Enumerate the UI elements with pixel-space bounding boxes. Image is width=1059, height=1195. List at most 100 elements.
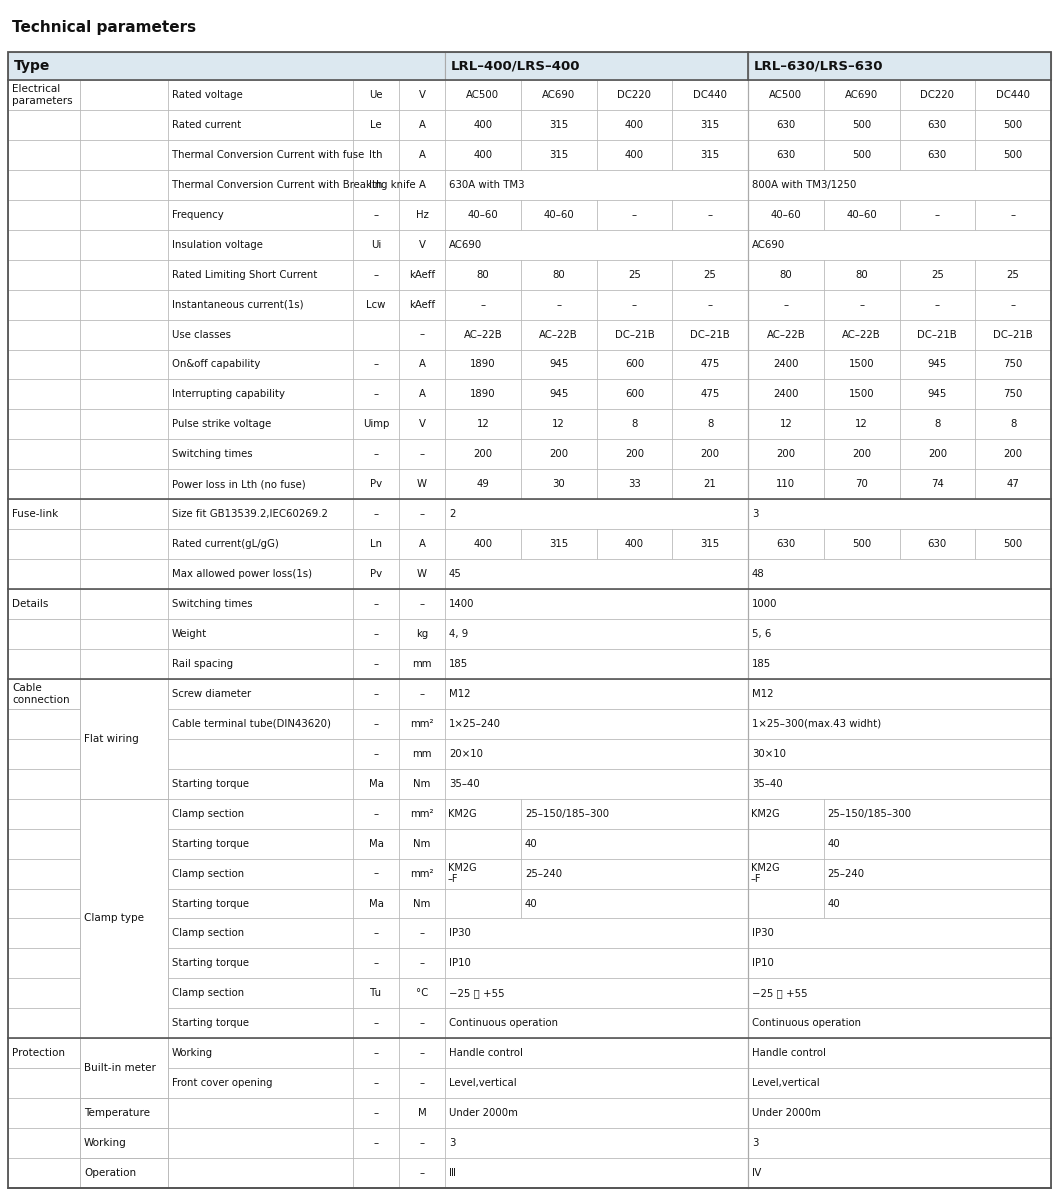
Text: M12: M12	[752, 688, 773, 699]
Bar	[748, 768, 1051, 798]
Text: 400: 400	[625, 120, 644, 130]
Bar	[399, 380, 445, 410]
Bar	[353, 1009, 399, 1038]
Bar	[8, 289, 80, 319]
Bar	[399, 1068, 445, 1098]
Text: –: –	[374, 270, 378, 280]
Bar	[521, 858, 748, 889]
Text: 630: 630	[928, 149, 947, 160]
Text: AC690: AC690	[845, 90, 878, 100]
Bar	[353, 259, 399, 289]
Text: A: A	[418, 120, 426, 130]
Bar	[8, 229, 80, 259]
Text: 25–150/185–300: 25–150/185–300	[525, 809, 609, 819]
Bar	[521, 319, 596, 349]
Text: –: –	[374, 958, 378, 968]
Text: –: –	[374, 599, 378, 609]
Text: 315: 315	[549, 539, 569, 550]
Text: DC440: DC440	[997, 90, 1030, 100]
Text: Front cover opening: Front cover opening	[172, 1078, 272, 1089]
Text: Size fit GB13539.2,IEC60269.2: Size fit GB13539.2,IEC60269.2	[172, 509, 328, 519]
Text: 25–240: 25–240	[525, 869, 562, 878]
Text: –: –	[374, 1048, 378, 1059]
Bar	[899, 80, 975, 110]
Bar	[445, 828, 521, 858]
Text: kAeff: kAeff	[409, 270, 435, 280]
Text: 630: 630	[776, 120, 795, 130]
Text: Rated Limiting Short Current: Rated Limiting Short Current	[172, 270, 318, 280]
Bar	[8, 80, 80, 110]
Bar	[399, 470, 445, 500]
Bar	[168, 229, 353, 259]
Text: 315: 315	[700, 539, 720, 550]
Bar	[8, 140, 80, 170]
Text: 2400: 2400	[773, 360, 798, 369]
Text: AC690: AC690	[449, 240, 482, 250]
Text: Uimp: Uimp	[363, 419, 390, 429]
Bar	[521, 410, 596, 440]
Bar	[899, 140, 975, 170]
Bar	[168, 1098, 353, 1128]
Bar	[353, 140, 399, 170]
Bar	[748, 559, 1051, 589]
Bar	[8, 889, 80, 919]
Bar	[445, 1158, 748, 1188]
Text: Nm: Nm	[413, 899, 431, 908]
Bar	[399, 649, 445, 679]
Bar	[168, 1128, 353, 1158]
Bar	[353, 349, 399, 380]
Bar	[168, 140, 353, 170]
Bar	[168, 828, 353, 858]
Bar	[353, 858, 399, 889]
Text: AC500: AC500	[769, 90, 803, 100]
Text: KM2G
–F: KM2G –F	[448, 863, 477, 884]
Text: 12: 12	[552, 419, 566, 429]
Bar	[80, 259, 168, 289]
Text: DC–21B: DC–21B	[690, 330, 730, 339]
Text: KM2G
–F: KM2G –F	[751, 863, 779, 884]
Text: 600: 600	[625, 360, 644, 369]
Text: 33: 33	[628, 479, 641, 489]
Text: Starting torque: Starting torque	[172, 1018, 249, 1028]
Text: Lcw: Lcw	[366, 300, 385, 310]
Text: –: –	[374, 1078, 378, 1089]
Bar	[445, 259, 521, 289]
Bar	[399, 289, 445, 319]
Bar	[445, 410, 521, 440]
Text: 945: 945	[549, 390, 569, 399]
Bar	[168, 739, 353, 768]
Text: 40–60: 40–60	[846, 210, 877, 220]
Text: –: –	[419, 1078, 425, 1089]
Text: 80: 80	[477, 270, 489, 280]
Bar	[975, 140, 1051, 170]
Bar	[353, 410, 399, 440]
Text: Starting torque: Starting torque	[172, 899, 249, 908]
Text: 315: 315	[700, 149, 720, 160]
Text: 80: 80	[552, 270, 566, 280]
Bar	[521, 140, 596, 170]
Text: 475: 475	[700, 360, 720, 369]
Bar	[353, 500, 399, 529]
Bar	[748, 200, 824, 229]
Bar	[8, 739, 80, 768]
Text: 40–60: 40–60	[543, 210, 574, 220]
Text: Working: Working	[172, 1048, 213, 1059]
Bar	[445, 798, 521, 828]
Bar	[748, 229, 1051, 259]
Bar	[445, 1128, 748, 1158]
Bar	[168, 529, 353, 559]
Text: Screw diameter: Screw diameter	[172, 688, 251, 699]
Bar	[445, 1068, 748, 1098]
Bar	[168, 979, 353, 1009]
Text: Instantaneous current(1s): Instantaneous current(1s)	[172, 300, 304, 310]
Text: –: –	[707, 300, 713, 310]
Bar	[8, 410, 80, 440]
Bar	[899, 259, 975, 289]
Text: 200: 200	[776, 449, 795, 459]
Bar	[824, 410, 899, 440]
Bar	[353, 949, 399, 979]
Bar	[80, 170, 168, 200]
Text: IP30: IP30	[752, 929, 774, 938]
Text: Cable terminal tube(DIN43620): Cable terminal tube(DIN43620)	[172, 719, 331, 729]
Text: 400: 400	[473, 149, 492, 160]
